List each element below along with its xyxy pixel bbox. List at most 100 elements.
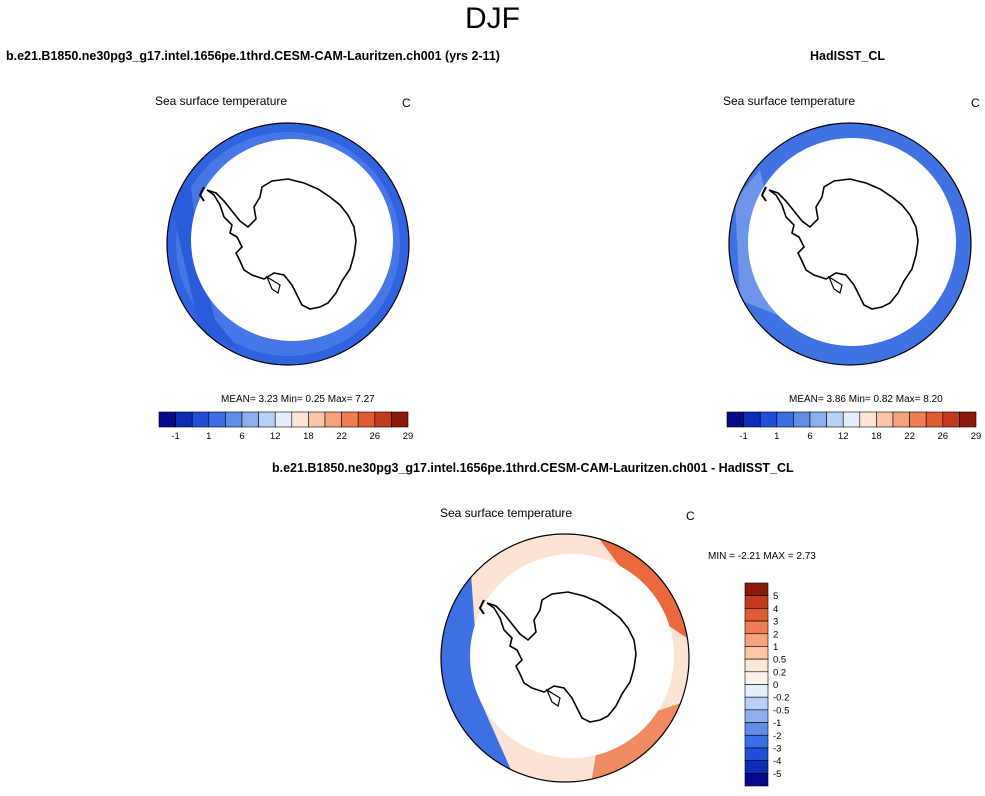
panel3-colorbar-swatch-15 bbox=[744, 773, 769, 787]
panel1-stats: MEAN= 3.23 Min= 0.25 Max= 7.27 bbox=[221, 394, 375, 405]
panel3-colorbar-swatch-7 bbox=[744, 671, 769, 685]
panel1-colorbar-swatch-4 bbox=[225, 411, 243, 428]
panel3-colorbar-swatch-11 bbox=[744, 722, 769, 736]
panel2-max-label: Max= bbox=[895, 394, 921, 405]
panel3-min-label: MIN = bbox=[708, 551, 735, 562]
panel2-colorbar-swatch-9 bbox=[876, 411, 894, 428]
panel1-title: Sea surface temperature bbox=[155, 94, 288, 108]
panel1-colorbar-swatch-3 bbox=[208, 411, 226, 428]
panel3-colorbar-tick-4: 1 bbox=[773, 642, 778, 653]
panel1-colorbar-swatch-12 bbox=[357, 411, 376, 428]
panel2-mean-label: MEAN= bbox=[789, 394, 824, 405]
panel1-max-value: 7.27 bbox=[355, 394, 375, 405]
panel3-colorbar-tick-5: 0.5 bbox=[773, 655, 786, 666]
panel2-min-label: Min= bbox=[848, 394, 871, 405]
panel2-colorbar-swatch-12 bbox=[925, 411, 944, 428]
panel3-colorbar-swatch-1 bbox=[744, 595, 769, 609]
case-title-difference: b.e21.B1850.ne30pg3_g17.intel.1656pe.1th… bbox=[272, 461, 794, 475]
panel2-min-value: 0.82 bbox=[873, 394, 893, 405]
panel3-colorbar-swatch-3 bbox=[744, 620, 769, 635]
panel3-max-value: 2.73 bbox=[796, 551, 816, 562]
panel3-colorbar-swatch-8 bbox=[744, 684, 769, 698]
panel3-colorbar-swatch-10 bbox=[744, 709, 769, 723]
panel1-colorbar-swatch-11 bbox=[341, 411, 359, 428]
panel3-colorbar-swatch-6 bbox=[744, 658, 769, 673]
panel3-title: Sea surface temperature bbox=[440, 506, 573, 520]
panel1-max-label: Max= bbox=[327, 394, 353, 405]
panel2-mean-value: 3.86 bbox=[826, 394, 846, 405]
panel2-colorbar-swatch-1 bbox=[743, 411, 761, 428]
panel3-colorbar-tick-6: 0.2 bbox=[773, 667, 786, 678]
panel1-colorbar-swatch-0 bbox=[158, 411, 176, 428]
panel1-colorbar-tick-5: 22 bbox=[336, 431, 347, 442]
panel1-min-label: Min= bbox=[280, 394, 303, 405]
panel3-colorbar-swatch-13 bbox=[744, 747, 769, 761]
panel1-colorbar-tick-4: 18 bbox=[303, 431, 314, 442]
panel2-colorbar-tick-6: 26 bbox=[938, 431, 949, 442]
panel3-colorbar-swatch-2 bbox=[744, 608, 769, 622]
panel1-min-value: 0.25 bbox=[305, 394, 325, 405]
panel1-colorbar-tick-2: 6 bbox=[239, 431, 244, 442]
panel3-units: C bbox=[686, 509, 695, 523]
panel2-colorbar-tick-2: 6 bbox=[807, 431, 812, 442]
panel2-colorbar-swatch-5 bbox=[809, 411, 827, 428]
panel1-colorbar-tick-1: 1 bbox=[206, 431, 211, 442]
panel1-colorbar-swatch-5 bbox=[241, 411, 259, 428]
panel3-colorbar-tick-7: 0 bbox=[773, 680, 778, 691]
panel2-colorbar-swatch-6 bbox=[826, 411, 844, 428]
panel2-colorbar-swatch-7 bbox=[842, 411, 861, 428]
panel2-colorbar-swatch-8 bbox=[859, 411, 877, 428]
panel2-colorbar-swatch-10 bbox=[892, 411, 910, 428]
panel3-colorbar: 5 4 32 1 0.50.2 0 -0.2-0.5 -1 -2-3 -4 -5 bbox=[744, 582, 789, 787]
panel2-colorbar-swatch-0 bbox=[726, 411, 744, 428]
panel2-colorbar-swatch-11 bbox=[909, 411, 927, 428]
panel3-colorbar-swatch-4 bbox=[744, 633, 769, 647]
panel3-colorbar-swatch-9 bbox=[744, 696, 769, 711]
panel2-max-value: 8.20 bbox=[923, 394, 943, 405]
panel2-colorbar-tick-1: 1 bbox=[774, 431, 779, 442]
panel1-mean-value: 3.23 bbox=[258, 394, 278, 405]
panel3-colorbar-tick-1: 4 bbox=[773, 604, 778, 615]
panel2-colorbar-tick-0: -1 bbox=[739, 431, 747, 442]
panel2-colorbar-tick-5: 22 bbox=[904, 431, 915, 442]
panel2-colorbar-swatch-4 bbox=[793, 411, 811, 428]
panel1-colorbar-swatch-9 bbox=[308, 411, 326, 428]
panel2-units: C bbox=[971, 96, 980, 110]
panel2-colorbar-swatch-3 bbox=[776, 411, 794, 428]
panel1-colorbar-swatch-1 bbox=[175, 411, 193, 428]
panel3-max-label: MAX = bbox=[763, 551, 794, 562]
panel3-colorbar-tick-12: -3 bbox=[773, 743, 781, 754]
panel3-colorbar-tick-11: -2 bbox=[773, 731, 781, 742]
panel3-colorbar-swatch-12 bbox=[744, 734, 769, 749]
panel1-colorbar-swatch-8 bbox=[291, 411, 309, 428]
panel3-colorbar-tick-14: -5 bbox=[773, 769, 781, 780]
panel3-colorbar-swatch-14 bbox=[744, 760, 769, 774]
panel1-colorbar-tick-3: 12 bbox=[270, 431, 281, 442]
panel2-title: Sea surface temperature bbox=[723, 94, 856, 108]
panel3-colorbar-tick-2: 3 bbox=[773, 617, 778, 628]
panel1-colorbar-tick-7: 29 bbox=[403, 431, 414, 442]
panel3-stats: MIN = -2.21 MAX = 2.73 bbox=[708, 551, 816, 562]
panel1-map bbox=[166, 122, 410, 366]
panel1-colorbar-swatch-14 bbox=[391, 411, 409, 428]
panel1-colorbar-swatch-13 bbox=[374, 411, 392, 428]
panel2-colorbar-tick-3: 12 bbox=[838, 431, 849, 442]
panel1-colorbar-swatch-6 bbox=[258, 411, 276, 428]
panel3-map bbox=[440, 533, 690, 783]
panel3-colorbar-tick-10: -1 bbox=[773, 718, 781, 729]
panel3-colorbar-tick-9: -0.5 bbox=[773, 705, 789, 716]
panel3-colorbar-tick-3: 2 bbox=[773, 629, 778, 640]
panel3-colorbar-swatch-5 bbox=[744, 646, 769, 660]
panel2-colorbar: -1 1 6 12 18 22 26 29 bbox=[726, 411, 981, 442]
panel1-colorbar-swatch-2 bbox=[191, 411, 210, 428]
panel3-colorbar-tick-0: 5 bbox=[773, 591, 778, 602]
panel2-map bbox=[728, 122, 972, 366]
panel2-colorbar-swatch-14 bbox=[959, 411, 977, 428]
panel2-stats: MEAN= 3.86 Min= 0.82 Max= 8.20 bbox=[789, 394, 943, 405]
panel1-units: C bbox=[402, 96, 411, 110]
panel2-colorbar-tick-4: 18 bbox=[871, 431, 882, 442]
panel1-colorbar-tick-0: -1 bbox=[171, 431, 179, 442]
panel3-colorbar-swatch-0 bbox=[744, 582, 769, 596]
panel3-min-value: -2.21 bbox=[737, 551, 761, 562]
